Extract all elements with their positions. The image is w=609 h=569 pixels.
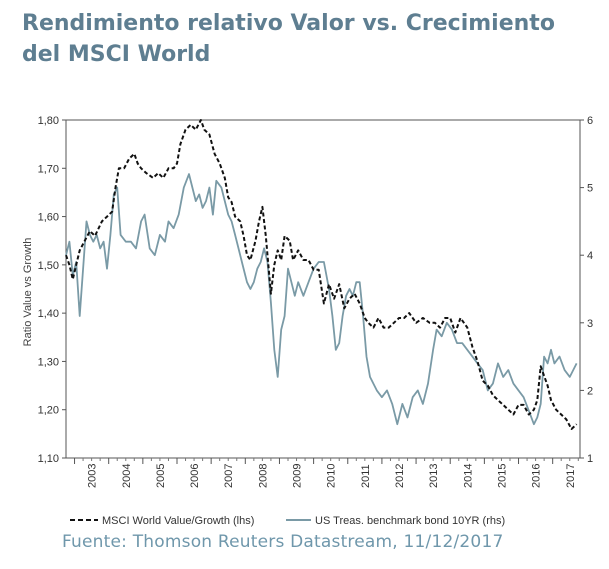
y-left-tick-label: 1,20 — [38, 405, 59, 417]
x-axis: 2003 2004 2005 2006 2007 2008 2009 2010 2011 2012… — [74, 458, 579, 488]
x-tick-label: 2010 — [326, 464, 338, 488]
x-tick-label: 2017 — [565, 464, 577, 488]
series-line-value — [65, 119, 578, 430]
x-tick-label: 2012 — [394, 464, 406, 488]
series-layer — [65, 119, 578, 430]
legend: MSCI World Value/Growth (lhs) US Treas. … — [70, 515, 505, 527]
y-left-tick-label: 1,10 — [38, 453, 59, 465]
x-tick-label: 2007 — [223, 464, 235, 488]
y-right-tick-label: 5 — [587, 183, 593, 195]
x-tick-label: 2014 — [462, 464, 474, 488]
y-right-tick-label: 2 — [587, 385, 593, 397]
source-note: Fuente: Thomson Reuters Datastream, 11/1… — [62, 532, 504, 552]
plot-area — [65, 119, 581, 459]
y-left-tick-label: 1,40 — [38, 308, 59, 320]
x-tick-label: 2004 — [121, 464, 133, 488]
y-left-tick-label: 1,50 — [38, 260, 59, 272]
x-tick-label: 2006 — [189, 464, 201, 488]
page-title: Rendimiento relativo Valor vs. Crecimien… — [22, 11, 555, 67]
y-axis-left: 1,10 1,20 1,30 1,40 1,50 1,60 1,70 1,80 — [38, 115, 66, 465]
y-left-tick-label: 1,60 — [38, 212, 59, 224]
x-tick-label: 2008 — [257, 464, 269, 488]
x-tick-label: 2013 — [428, 464, 440, 488]
x-tick-label: 2003 — [87, 464, 99, 488]
x-tick-label: 2009 — [292, 464, 304, 488]
legend-label-value: MSCI World Value/Growth (lhs) — [102, 515, 254, 527]
y-right-tick-label: 6 — [587, 115, 593, 127]
y-left-tick-label: 1,80 — [38, 115, 59, 127]
y-right-tick-label: 4 — [587, 250, 593, 262]
series-line-bond — [65, 173, 578, 426]
y-right-tick-label: 1 — [587, 453, 593, 465]
x-tick-label: 2005 — [155, 464, 167, 488]
x-tick-label: 2011 — [360, 464, 372, 488]
y-left-tick-label: 1,70 — [38, 163, 59, 175]
y-axis-label: Ratio Value vs Growth — [22, 238, 34, 347]
x-tick-label: 2016 — [531, 464, 543, 488]
y-axis-right: 1 2 3 4 5 6 — [580, 115, 593, 465]
legend-label-bond: US Treas. benchmark bond 10YR (rhs) — [315, 515, 505, 527]
x-tick-label: 2015 — [496, 464, 508, 488]
y-right-tick-label: 3 — [587, 318, 593, 330]
y-left-tick-label: 1,30 — [38, 356, 59, 368]
